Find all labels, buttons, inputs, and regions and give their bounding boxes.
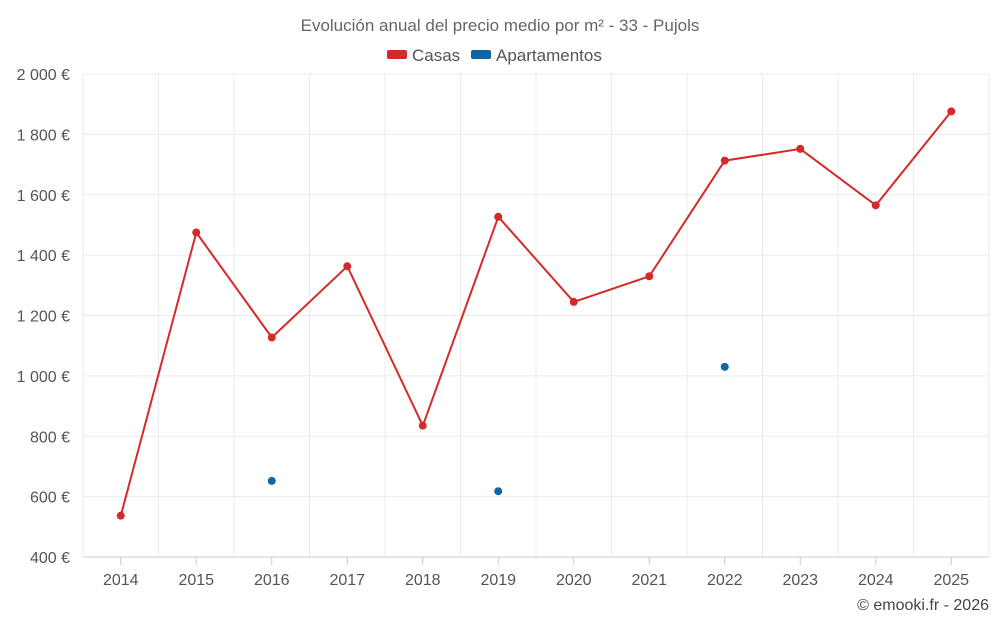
y-tick-label: 1 400 € bbox=[17, 248, 70, 265]
x-tick-label: 2015 bbox=[178, 572, 214, 589]
credit-text: © emooki.fr - 2026 bbox=[857, 597, 989, 614]
data-point-casas[interactable] bbox=[569, 297, 578, 306]
data-point-casas[interactable] bbox=[720, 156, 729, 165]
x-tick-label: 2021 bbox=[631, 572, 667, 589]
x-tick-label: 2025 bbox=[933, 572, 969, 589]
legend-item-casas[interactable]: Casas bbox=[387, 46, 460, 65]
legend-label-casas: Casas bbox=[412, 46, 460, 65]
y-tick-label: 1 800 € bbox=[17, 127, 70, 144]
chart-title: Evolución anual del precio medio por m² … bbox=[301, 16, 700, 35]
x-tick-label: 2017 bbox=[329, 572, 365, 589]
grid bbox=[82, 73, 990, 557]
data-point-casas[interactable] bbox=[796, 144, 805, 153]
y-tick-label: 600 € bbox=[30, 490, 70, 507]
data-point-casas[interactable] bbox=[645, 272, 654, 281]
x-tick-label: 2014 bbox=[103, 572, 139, 589]
series-casas bbox=[116, 107, 956, 520]
y-tick-label: 400 € bbox=[30, 550, 70, 567]
x-tick-label: 2019 bbox=[480, 572, 516, 589]
series-apartamentos bbox=[267, 362, 729, 496]
series-line-casas bbox=[119, 110, 953, 516]
data-point-casas[interactable] bbox=[871, 201, 880, 210]
legend-swatch-casas bbox=[387, 50, 407, 59]
legend[interactable]: Casas Apartamentos bbox=[387, 46, 602, 65]
x-tick-label: 2024 bbox=[858, 572, 894, 589]
y-tick-label: 1 000 € bbox=[17, 369, 70, 386]
data-point-casas[interactable] bbox=[343, 262, 352, 271]
x-tick-label: 2022 bbox=[707, 572, 743, 589]
data-point-casas[interactable] bbox=[947, 107, 956, 116]
series bbox=[116, 107, 956, 520]
x-tick-label: 2016 bbox=[254, 572, 290, 589]
data-point-apartamentos[interactable] bbox=[494, 487, 503, 496]
x-tick-label: 2023 bbox=[782, 572, 818, 589]
x-axis: 2014 2015 2016 2017 2018 2019 2020 2021 2022 2023… bbox=[83, 556, 989, 589]
data-point-casas[interactable] bbox=[116, 511, 125, 520]
x-tick-label: 2020 bbox=[556, 572, 592, 589]
data-point-casas[interactable] bbox=[192, 228, 201, 237]
legend-swatch-apartamentos bbox=[471, 50, 491, 59]
y-tick-label: 1 600 € bbox=[17, 188, 70, 205]
y-axis: 400 € 600 € 800 € 1 000 € 1 200 € 1 400 € 1 60… bbox=[17, 67, 70, 567]
data-point-casas[interactable] bbox=[494, 212, 503, 221]
data-point-casas[interactable] bbox=[418, 421, 427, 430]
y-tick-label: 1 200 € bbox=[17, 309, 70, 326]
legend-item-apartamentos[interactable]: Apartamentos bbox=[471, 46, 602, 65]
x-tick-label: 2018 bbox=[405, 572, 441, 589]
y-tick-label: 800 € bbox=[30, 429, 70, 446]
y-tick-label: 2 000 € bbox=[17, 67, 70, 84]
data-point-casas[interactable] bbox=[267, 333, 276, 342]
legend-label-apartamentos: Apartamentos bbox=[496, 46, 602, 65]
data-point-apartamentos[interactable] bbox=[267, 476, 276, 485]
data-point-apartamentos[interactable] bbox=[720, 362, 729, 371]
